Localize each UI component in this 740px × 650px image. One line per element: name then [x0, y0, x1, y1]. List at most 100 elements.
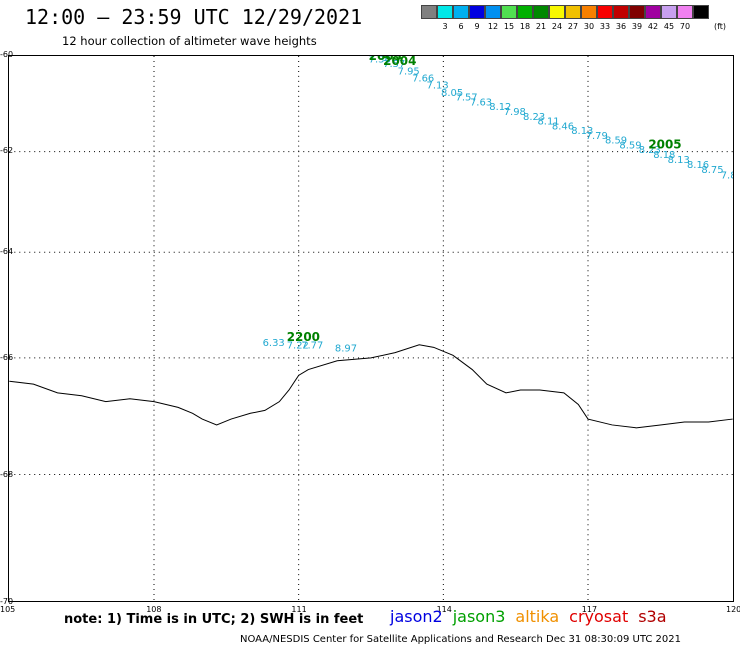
swh-label: 8.18 — [653, 150, 675, 161]
swh-label: 7.95 — [398, 66, 420, 77]
swh-label: 7.57 — [383, 59, 405, 70]
time-label: 2004 — [383, 55, 416, 68]
legend-swatch — [661, 5, 677, 19]
swh-label: 8.59 — [605, 136, 627, 147]
credit-footer: NOAA/NESDIS Center for Satellite Applica… — [240, 634, 682, 645]
satellite-cryosat: cryosat — [569, 607, 629, 626]
x-tick-label: 105 — [0, 605, 16, 614]
legend-item: 45 — [661, 5, 677, 31]
legend-item: 36 — [613, 5, 629, 31]
x-tick-label: 108 — [146, 605, 162, 614]
legend-item: 6 — [453, 5, 469, 31]
swh-label: 7.66 — [412, 74, 434, 85]
time-label: 2003 — [369, 55, 402, 63]
swh-label: 8.11 — [537, 117, 559, 128]
x-tick-label: 114 — [436, 605, 452, 614]
legend-swatch — [469, 5, 485, 19]
legend-label: 12 — [487, 22, 499, 31]
legend-item: 39 — [629, 5, 645, 31]
legend-swatch — [613, 5, 629, 19]
legend-swatch — [485, 5, 501, 19]
satellite-legend: jason2 jason3 altika cryosat s3a — [390, 607, 677, 626]
swh-label: 8.46 — [552, 121, 574, 132]
swh-label: 8.05 — [441, 88, 463, 99]
swh-label: 7.8 — [721, 170, 734, 181]
map-title: 12:00 – 23:59 UTC 12/29/2021 — [25, 5, 363, 29]
y-tick-label: -64 — [0, 247, 14, 256]
legend-swatch — [517, 5, 533, 19]
swh-label: 8.12 — [489, 102, 511, 113]
legend-item — [693, 5, 709, 31]
time-label: 2005 — [648, 137, 681, 151]
legend-swatch — [645, 5, 661, 19]
x-tick-label: 111 — [291, 605, 307, 614]
legend-label: 30 — [583, 22, 595, 31]
legend-label: 45 — [663, 22, 675, 31]
y-tick-label: -62 — [0, 146, 14, 155]
map-plot: 7.367.577.957.667.138.057.577.638.127.98… — [8, 55, 734, 602]
legend-label: 42 — [647, 22, 659, 31]
legend-unit: (ft) — [714, 22, 727, 31]
color-legend: 3 6 9 12 15 18 21 24 27 30 33 36 39 42 45 70 — [421, 5, 709, 31]
legend-item: 42 — [645, 5, 661, 31]
swh-label: 7.57 — [455, 93, 477, 104]
legend-label: 24 — [551, 22, 563, 31]
legend-swatch — [629, 5, 645, 19]
legend-label: 27 — [567, 22, 579, 31]
swh-label: 8.59 — [619, 140, 641, 151]
swh-label: 7.13 — [427, 81, 449, 92]
swh-label: 7.79 — [586, 131, 608, 142]
swh-label: 7.98 — [504, 107, 526, 118]
satellite-jason3: jason3 — [452, 607, 506, 626]
swh-label: 8.75 — [701, 165, 723, 176]
legend-swatch — [453, 5, 469, 19]
satellite-s3a: s3a — [638, 607, 667, 626]
legend-label: 21 — [535, 22, 547, 31]
y-tick-label: -60 — [0, 50, 14, 59]
legend-item: 18 — [517, 5, 533, 31]
legend-item: 3 — [437, 5, 453, 31]
legend-swatch — [421, 5, 437, 19]
swh-label: 8.23 — [523, 112, 545, 123]
swh-label: 8.13 — [668, 155, 690, 166]
legend-swatch — [581, 5, 597, 19]
footnote: note: 1) Time is in UTC; 2) SWH is in fe… — [64, 612, 364, 627]
legend-label: 6 — [458, 22, 464, 31]
swh-label: 6.33 — [263, 338, 285, 349]
legend-item: 30 — [581, 5, 597, 31]
legend-item: 70 — [677, 5, 693, 31]
legend-label: 18 — [519, 22, 531, 31]
legend-swatch — [677, 5, 693, 19]
legend-swatch — [565, 5, 581, 19]
legend-swatch — [693, 5, 709, 19]
legend-label: 3 — [442, 22, 448, 31]
swh-label: 7.36 — [369, 55, 391, 65]
legend-item: 24 — [549, 5, 565, 31]
swh-label: 7.63 — [470, 97, 492, 108]
legend-label: 70 — [679, 22, 691, 31]
swh-label: 7.77 — [301, 341, 323, 352]
legend-label: 39 — [631, 22, 643, 31]
legend-item: 33 — [597, 5, 613, 31]
legend-item: 21 — [533, 5, 549, 31]
legend-item: 12 — [485, 5, 501, 31]
y-tick-label: -68 — [0, 470, 14, 479]
legend-swatch — [437, 5, 453, 19]
swh-label: 8.13 — [571, 126, 593, 137]
x-tick-label: 120 — [726, 605, 740, 614]
legend-label: 33 — [599, 22, 611, 31]
time-label: 2200 — [287, 330, 320, 344]
legend-swatch — [533, 5, 549, 19]
y-tick-label: -70 — [0, 597, 14, 606]
satellite-altika: altika — [515, 607, 560, 626]
legend-swatch — [549, 5, 565, 19]
map-subtitle: 12 hour collection of altimeter wave hei… — [62, 34, 317, 48]
satellite-jason2: jason2 — [390, 607, 443, 626]
x-tick-label: 117 — [581, 605, 598, 614]
legend-item: 27 — [565, 5, 581, 31]
swh-label: 8.23 — [639, 145, 661, 156]
swh-label: 8.97 — [335, 343, 357, 354]
coastline — [9, 344, 733, 429]
legend-item: 9 — [469, 5, 485, 31]
legend-swatch — [501, 5, 517, 19]
